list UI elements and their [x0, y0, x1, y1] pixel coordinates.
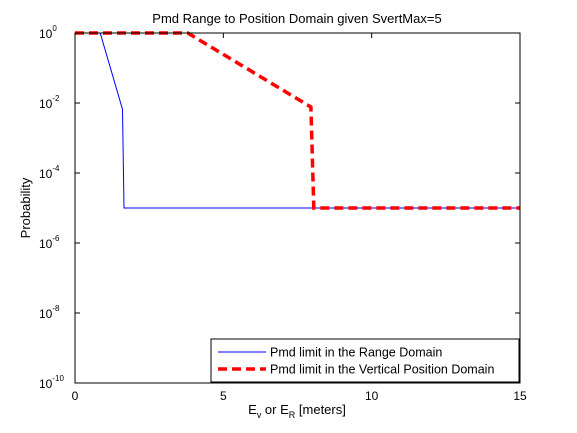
x-label-subscript: v	[257, 410, 262, 420]
y-tick-base: 10	[39, 167, 53, 181]
legend-label-2: Pmd limit in the Vertical Position Domai…	[270, 363, 494, 377]
x-tick-label: 10	[365, 389, 379, 403]
legend-label-1: Pmd limit in the Range Domain	[270, 346, 442, 360]
legend-box	[210, 338, 520, 383]
y-tick-base: 10	[39, 377, 53, 391]
y-tick-exponent: -2	[52, 94, 60, 103]
y-tick-base: 10	[39, 237, 53, 251]
y-tick-exponent: -10	[52, 374, 64, 383]
y-tick-label: 10-6	[39, 234, 60, 251]
y-tick-exponent: -8	[52, 304, 60, 313]
plot-frame	[74, 32, 521, 384]
y-tick-exponent: 0	[52, 24, 57, 33]
x-axis-label: Ev or ER [meters]	[248, 402, 346, 420]
y-tick-label: 10-4	[39, 164, 60, 181]
x-label-part: E	[248, 402, 257, 417]
chart-title: Pmd Range to Position Domain given Svert…	[152, 11, 441, 26]
y-axis-label: Probability	[18, 177, 33, 238]
y-tick-base: 10	[39, 97, 53, 111]
y-tick-exponent: -6	[52, 234, 60, 243]
y-tick-label: 10-8	[39, 304, 60, 321]
x-label-part: or E	[261, 402, 289, 417]
x-label-subscript: R	[289, 410, 296, 420]
x-tick-label: 15	[513, 389, 527, 403]
y-tick-label: 10-10	[39, 374, 64, 391]
y-tick-label: 10-2	[39, 94, 60, 111]
y-tick-base: 10	[39, 307, 53, 321]
y-tick-label: 100	[39, 24, 57, 41]
legend: Pmd limit in the Range Domain Pmd limit i…	[210, 338, 520, 383]
x-label-part: [meters]	[295, 402, 346, 417]
x-tick-label: 0	[72, 389, 79, 403]
y-tick-base: 10	[39, 27, 53, 41]
y-tick-exponent: -4	[52, 164, 60, 173]
x-tick-label: 5	[220, 389, 227, 403]
